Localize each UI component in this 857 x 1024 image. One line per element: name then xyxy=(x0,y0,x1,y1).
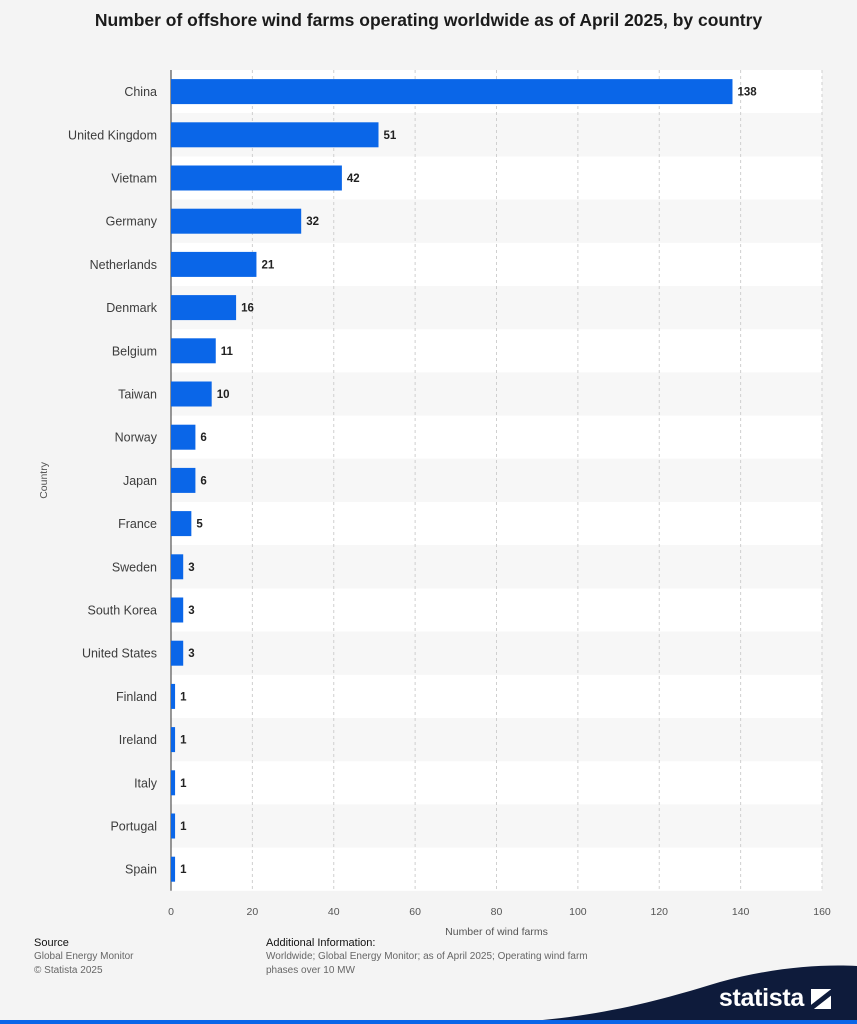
y-axis-title: Country xyxy=(38,461,50,499)
bar xyxy=(171,467,196,493)
bar xyxy=(171,597,184,623)
value-label: 32 xyxy=(306,216,319,228)
category-label: Belgium xyxy=(112,344,157,358)
category-label: Spain xyxy=(125,863,157,877)
category-label: Italy xyxy=(134,776,158,790)
category-label: South Korea xyxy=(88,604,158,618)
additional-info-line: Worldwide; Global Energy Monitor; as of … xyxy=(266,951,588,962)
value-label: 3 xyxy=(188,562,194,574)
category-label: Vietnam xyxy=(111,172,157,186)
statista-wordmark: statista xyxy=(718,984,804,1012)
x-tick-label: 40 xyxy=(328,906,340,918)
category-label: Germany xyxy=(106,215,158,229)
x-tick-label: 20 xyxy=(247,906,259,918)
bar xyxy=(171,295,237,321)
source-heading: Source xyxy=(34,937,69,949)
category-label: Sweden xyxy=(112,560,157,574)
category-label: Denmark xyxy=(106,301,157,315)
bar xyxy=(171,251,257,277)
additional-info-block: Additional Information: Worldwide; Globa… xyxy=(266,936,588,978)
value-label: 1 xyxy=(180,778,187,790)
bar xyxy=(171,79,733,105)
category-label: Norway xyxy=(115,431,158,445)
value-label: 11 xyxy=(221,346,234,358)
category-label: Japan xyxy=(123,474,157,488)
category-label: France xyxy=(118,517,157,531)
value-label: 138 xyxy=(737,87,757,99)
value-label: 1 xyxy=(180,735,187,747)
bar xyxy=(171,683,176,709)
source-name: Global Energy Monitor xyxy=(34,951,134,962)
footer-wave xyxy=(0,965,857,1024)
bar xyxy=(171,122,379,148)
bar xyxy=(171,813,176,839)
value-label: 51 xyxy=(384,130,397,142)
value-label: 1 xyxy=(180,864,187,876)
value-label: 16 xyxy=(241,303,254,315)
x-tick-label: 120 xyxy=(650,906,668,918)
value-label: 1 xyxy=(180,821,187,833)
additional-info-line: phases over 10 MW xyxy=(266,965,355,976)
x-tick-label: 60 xyxy=(409,906,421,918)
x-tick-label: 80 xyxy=(491,906,503,918)
bar xyxy=(171,381,212,407)
category-label: China xyxy=(124,85,157,99)
category-label: Finland xyxy=(116,690,157,704)
category-label: United States xyxy=(82,647,157,661)
additional-info-heading: Additional Information: xyxy=(266,937,376,949)
x-tick-label: 140 xyxy=(732,906,750,918)
bar xyxy=(171,770,176,796)
value-label: 10 xyxy=(217,389,230,401)
value-label: 5 xyxy=(196,519,203,531)
bar xyxy=(171,640,184,666)
x-axis-title: Number of wind farms xyxy=(445,926,548,938)
category-label: United Kingdom xyxy=(68,128,157,142)
category-label: Netherlands xyxy=(90,258,157,272)
value-label: 6 xyxy=(200,475,206,487)
statista-logo-icon xyxy=(811,988,831,1009)
value-label: 21 xyxy=(261,259,274,271)
bar xyxy=(171,165,342,191)
bar xyxy=(171,424,196,450)
value-label: 6 xyxy=(200,432,206,444)
value-label: 3 xyxy=(188,648,194,660)
category-label: Portugal xyxy=(110,820,157,834)
statista-logo[interactable]: statista xyxy=(719,984,831,1013)
x-tick-label: 160 xyxy=(813,906,831,918)
bar xyxy=(171,554,184,580)
bar xyxy=(171,727,176,753)
bar xyxy=(171,338,216,364)
bar xyxy=(171,208,302,234)
value-label: 42 xyxy=(347,173,360,185)
value-label: 3 xyxy=(188,605,194,617)
copyright: © Statista 2025 xyxy=(34,965,103,976)
x-tick-label: 0 xyxy=(168,906,174,918)
category-label: Taiwan xyxy=(118,388,157,402)
bar xyxy=(171,856,176,882)
chart-title: Number of offshore wind farms operating … xyxy=(94,10,763,30)
bar xyxy=(171,511,192,537)
x-tick-label: 100 xyxy=(569,906,587,918)
value-label: 1 xyxy=(180,691,187,703)
category-label: Ireland xyxy=(119,733,157,747)
source-block: Source Global Energy Monitor © Statista … xyxy=(34,936,134,978)
